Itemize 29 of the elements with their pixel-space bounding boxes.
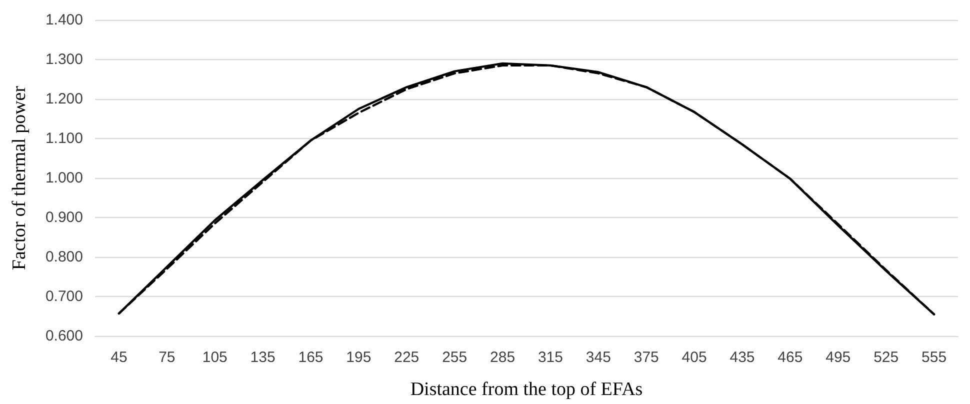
x-tick-label: 45: [110, 349, 128, 366]
x-tick-label: 495: [826, 349, 851, 366]
x-tick-label: 405: [682, 349, 707, 366]
x-tick-label: 285: [490, 349, 516, 366]
x-tick-label: 345: [586, 349, 611, 366]
x-tick-label: 465: [778, 349, 803, 366]
x-tick-label: 435: [730, 349, 755, 366]
x-tick-label: 375: [634, 349, 659, 366]
x-tick-label: 525: [874, 349, 899, 366]
y-tick-label: 1.400: [45, 12, 83, 28]
x-tick-label: 135: [250, 349, 276, 366]
y-tick-label: 1.000: [45, 170, 83, 186]
x-tick-label: 105: [202, 349, 228, 366]
x-axis-title: Distance from the top of EFAs: [410, 379, 643, 400]
x-tick-label: 75: [158, 349, 176, 366]
y-tick-label: 0.900: [45, 209, 83, 226]
x-tick-label: 195: [346, 349, 372, 366]
y-tick-label: 0.800: [45, 248, 83, 266]
x-tick-label: 165: [298, 349, 324, 366]
y-tick-label: 1.100: [45, 130, 83, 147]
y-tick-label: 0.700: [45, 288, 83, 305]
y-axis-title: Factor of thermal power: [9, 85, 30, 270]
x-tick-label: 255: [442, 349, 468, 366]
y-tick-label: 0.600: [45, 328, 83, 344]
x-tick-label: 225: [394, 349, 420, 366]
y-tick-label: 1.300: [45, 51, 83, 68]
y-tick-label: 1.200: [45, 90, 83, 108]
x-tick-label: 315: [538, 349, 563, 366]
x-tick-label: 555: [922, 349, 947, 366]
